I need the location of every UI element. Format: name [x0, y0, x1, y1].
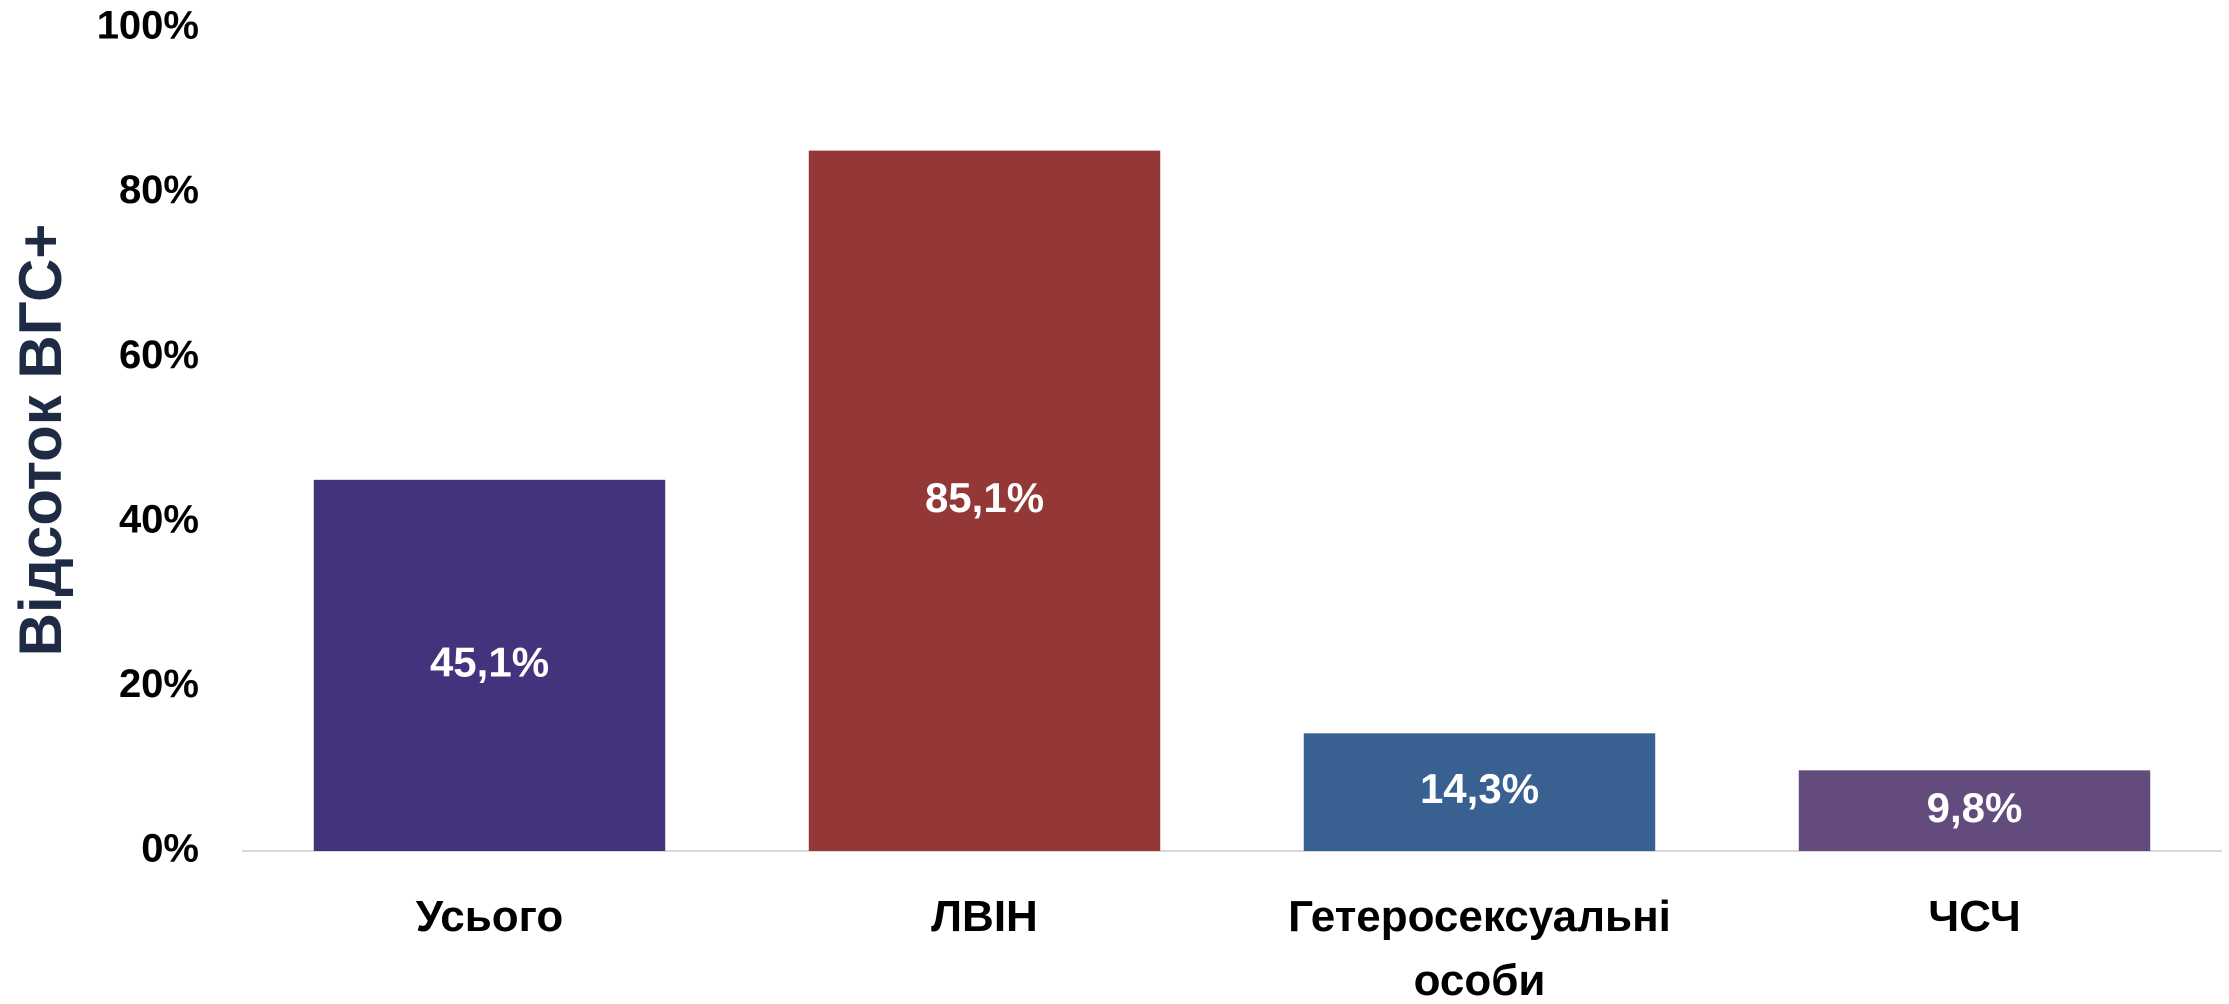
x-tick-label: ЛВІН: [931, 892, 1038, 941]
y-axis-label: Відсоток ВГС+: [7, 224, 74, 657]
bar: [1798, 770, 2151, 851]
x-tick-label: Гетеросексуальні особи: [1288, 892, 1671, 1004]
bar: [313, 479, 666, 851]
y-tick-label: 20%: [119, 662, 199, 706]
y-tick-label: 40%: [119, 497, 199, 541]
data-label: 14,3%: [1420, 765, 1539, 812]
data-label: 45,1%: [430, 639, 549, 686]
bar: [808, 150, 1161, 851]
y-tick-label: 0%: [141, 827, 199, 871]
y-tick-label: 100%: [97, 4, 199, 48]
y-tick-label: 80%: [119, 168, 199, 212]
bar: [1303, 733, 1656, 851]
y-tick-label: 60%: [119, 333, 199, 377]
x-tick-label: Усього: [415, 892, 564, 941]
data-label: 9,8%: [1927, 784, 2023, 831]
data-label: 85,1%: [925, 474, 1044, 521]
x-tick-label: ЧСЧ: [1928, 892, 2021, 941]
